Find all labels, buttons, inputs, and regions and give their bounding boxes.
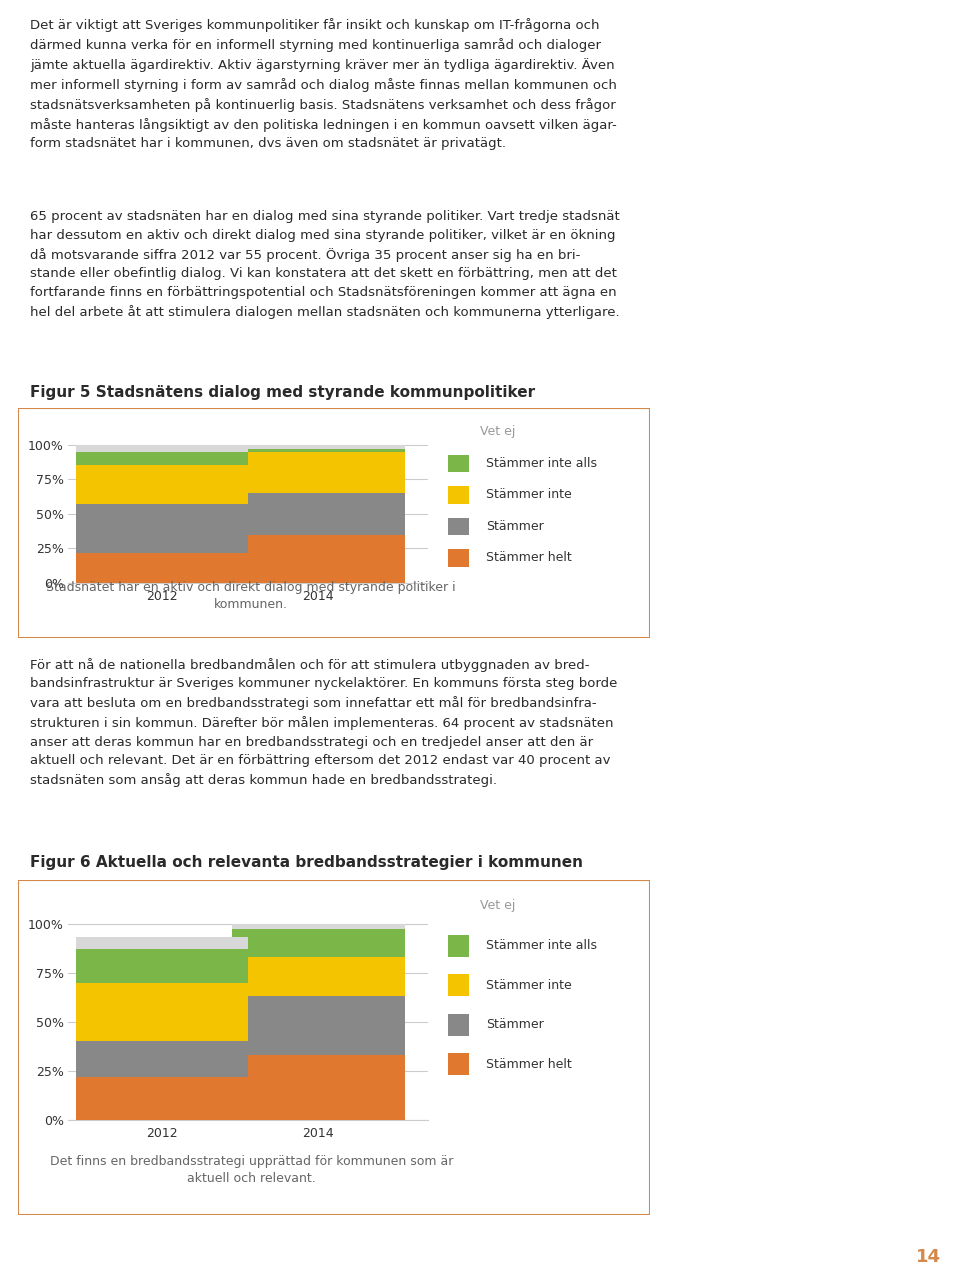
Bar [76, 553, 248, 583]
Bar [76, 451, 248, 466]
Bar [76, 1041, 248, 1077]
Bar [232, 923, 404, 930]
FancyBboxPatch shape [448, 454, 469, 472]
Bar [232, 449, 404, 451]
Bar [232, 451, 404, 492]
Bar [76, 466, 248, 504]
Text: 65 procent av stadsnäten har en dialog med sina styrande politiker. Vart tredje : 65 procent av stadsnäten har en dialog m… [30, 210, 620, 318]
Text: Stämmer helt: Stämmer helt [486, 551, 571, 564]
Text: Stämmer inte alls: Stämmer inte alls [486, 457, 597, 469]
FancyBboxPatch shape [448, 518, 469, 535]
Text: Vet ej: Vet ej [479, 899, 515, 912]
FancyBboxPatch shape [448, 975, 469, 996]
Text: Stämmer helt: Stämmer helt [486, 1058, 571, 1071]
Bar [76, 504, 248, 553]
Text: Stämmer inte: Stämmer inte [486, 978, 571, 991]
Bar [232, 957, 404, 996]
Bar [76, 938, 248, 949]
Text: För att nå de nationella bredbandmålen och för att stimulera utbyggnaden av bred: För att nå de nationella bredbandmålen o… [30, 657, 617, 788]
Bar [76, 982, 248, 1041]
Text: Figur 5 Stadsnätens dialog med styrande kommunpolitiker: Figur 5 Stadsnätens dialog med styrande … [30, 385, 535, 399]
Text: Stadsnätet har en aktiv och direkt dialog med styrande politiker i
kommunen.: Stadsnätet har en aktiv och direkt dialo… [46, 581, 456, 611]
FancyBboxPatch shape [448, 1054, 469, 1076]
Text: Stämmer inte: Stämmer inte [486, 489, 571, 501]
FancyBboxPatch shape [448, 549, 469, 567]
FancyBboxPatch shape [448, 486, 469, 504]
Text: Det finns en bredbandsstrategi upprättad för kommunen som är
aktuell och relevan: Det finns en bredbandsstrategi upprättad… [50, 1155, 453, 1186]
Text: Stämmer: Stämmer [486, 1018, 543, 1031]
FancyBboxPatch shape [448, 935, 469, 957]
Bar [232, 930, 404, 957]
Text: Stämmer: Stämmer [486, 519, 543, 533]
Bar [76, 445, 248, 451]
FancyBboxPatch shape [18, 408, 650, 638]
Text: 14: 14 [916, 1247, 941, 1266]
Text: Det är viktigt att Sveriges kommunpolitiker får insikt och kunskap om IT-frågorn: Det är viktigt att Sveriges kommunpoliti… [30, 18, 617, 151]
Bar [76, 1077, 248, 1120]
Bar [232, 535, 404, 583]
FancyBboxPatch shape [18, 880, 650, 1215]
Bar [232, 1055, 404, 1120]
Bar [76, 949, 248, 982]
Bar [232, 445, 404, 449]
Text: Figur 6 Aktuella och relevanta bredbandsstrategier i kommunen: Figur 6 Aktuella och relevanta bredbands… [30, 854, 583, 870]
Bar [232, 996, 404, 1055]
Text: Vet ej: Vet ej [479, 425, 515, 439]
Text: Stämmer inte alls: Stämmer inte alls [486, 939, 597, 952]
FancyBboxPatch shape [448, 1014, 469, 1036]
Bar [232, 492, 404, 535]
